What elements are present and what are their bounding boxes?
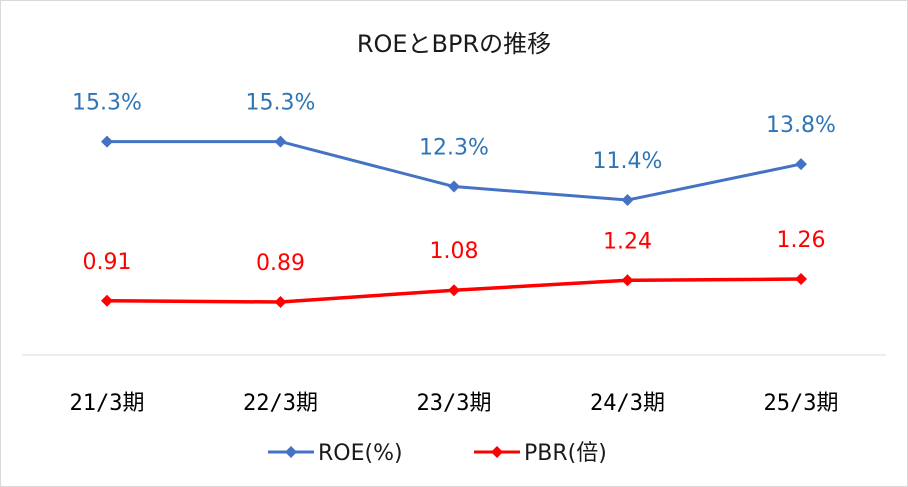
category-labels: 21/3期 22/3期 23/3期 24/3期 25/3期: [70, 391, 839, 416]
legend-label: ROE(%): [318, 441, 403, 466]
legend-item-0: ROE(%): [268, 441, 403, 466]
x-tick-label: 21/3期: [70, 391, 145, 416]
data-label: 11.4%: [593, 149, 663, 174]
series-layer: 15.3% 15.3% 12.3% 11.4% 13.8% 0.91 0.89 1.08 1.2…: [72, 91, 836, 308]
legend-label: PBR(倍): [524, 441, 607, 466]
data-point: [448, 284, 460, 297]
data-label: 1.26: [777, 228, 826, 253]
data-label: 15.3%: [246, 91, 316, 116]
data-label: 12.3%: [419, 136, 489, 161]
x-tick-label: 24/3期: [590, 391, 665, 416]
legend-marker: [285, 446, 297, 458]
data-point: [795, 158, 807, 171]
data-label: 1.24: [603, 229, 652, 254]
data-label: 0.89: [256, 251, 305, 276]
data-point: [448, 180, 460, 193]
data-label: 13.8%: [766, 113, 836, 138]
legend-marker: [491, 446, 503, 458]
x-tick-label: 22/3期: [243, 391, 318, 416]
data-label: 1.08: [430, 239, 479, 264]
data-point: [274, 135, 287, 148]
data-label: 15.3%: [72, 91, 142, 116]
x-tick-label: 25/3期: [764, 391, 839, 416]
data-point: [101, 135, 113, 148]
data-point: [621, 194, 634, 207]
series-0: 15.3% 15.3% 12.3% 11.4% 13.8%: [72, 91, 836, 207]
data-point: [795, 273, 807, 286]
data-label: 0.91: [83, 250, 132, 275]
x-tick-label: 23/3期: [417, 391, 492, 416]
series-1: 0.91 0.89 1.08 1.24 1.26: [83, 228, 826, 308]
data-point: [101, 294, 113, 307]
legend: ROE(%) PBR(倍): [268, 441, 607, 466]
legend-item-1: PBR(倍): [474, 441, 607, 466]
data-point: [621, 274, 634, 287]
chart-title: ROEとBPRの推移: [357, 30, 551, 58]
data-point: [274, 296, 287, 308]
